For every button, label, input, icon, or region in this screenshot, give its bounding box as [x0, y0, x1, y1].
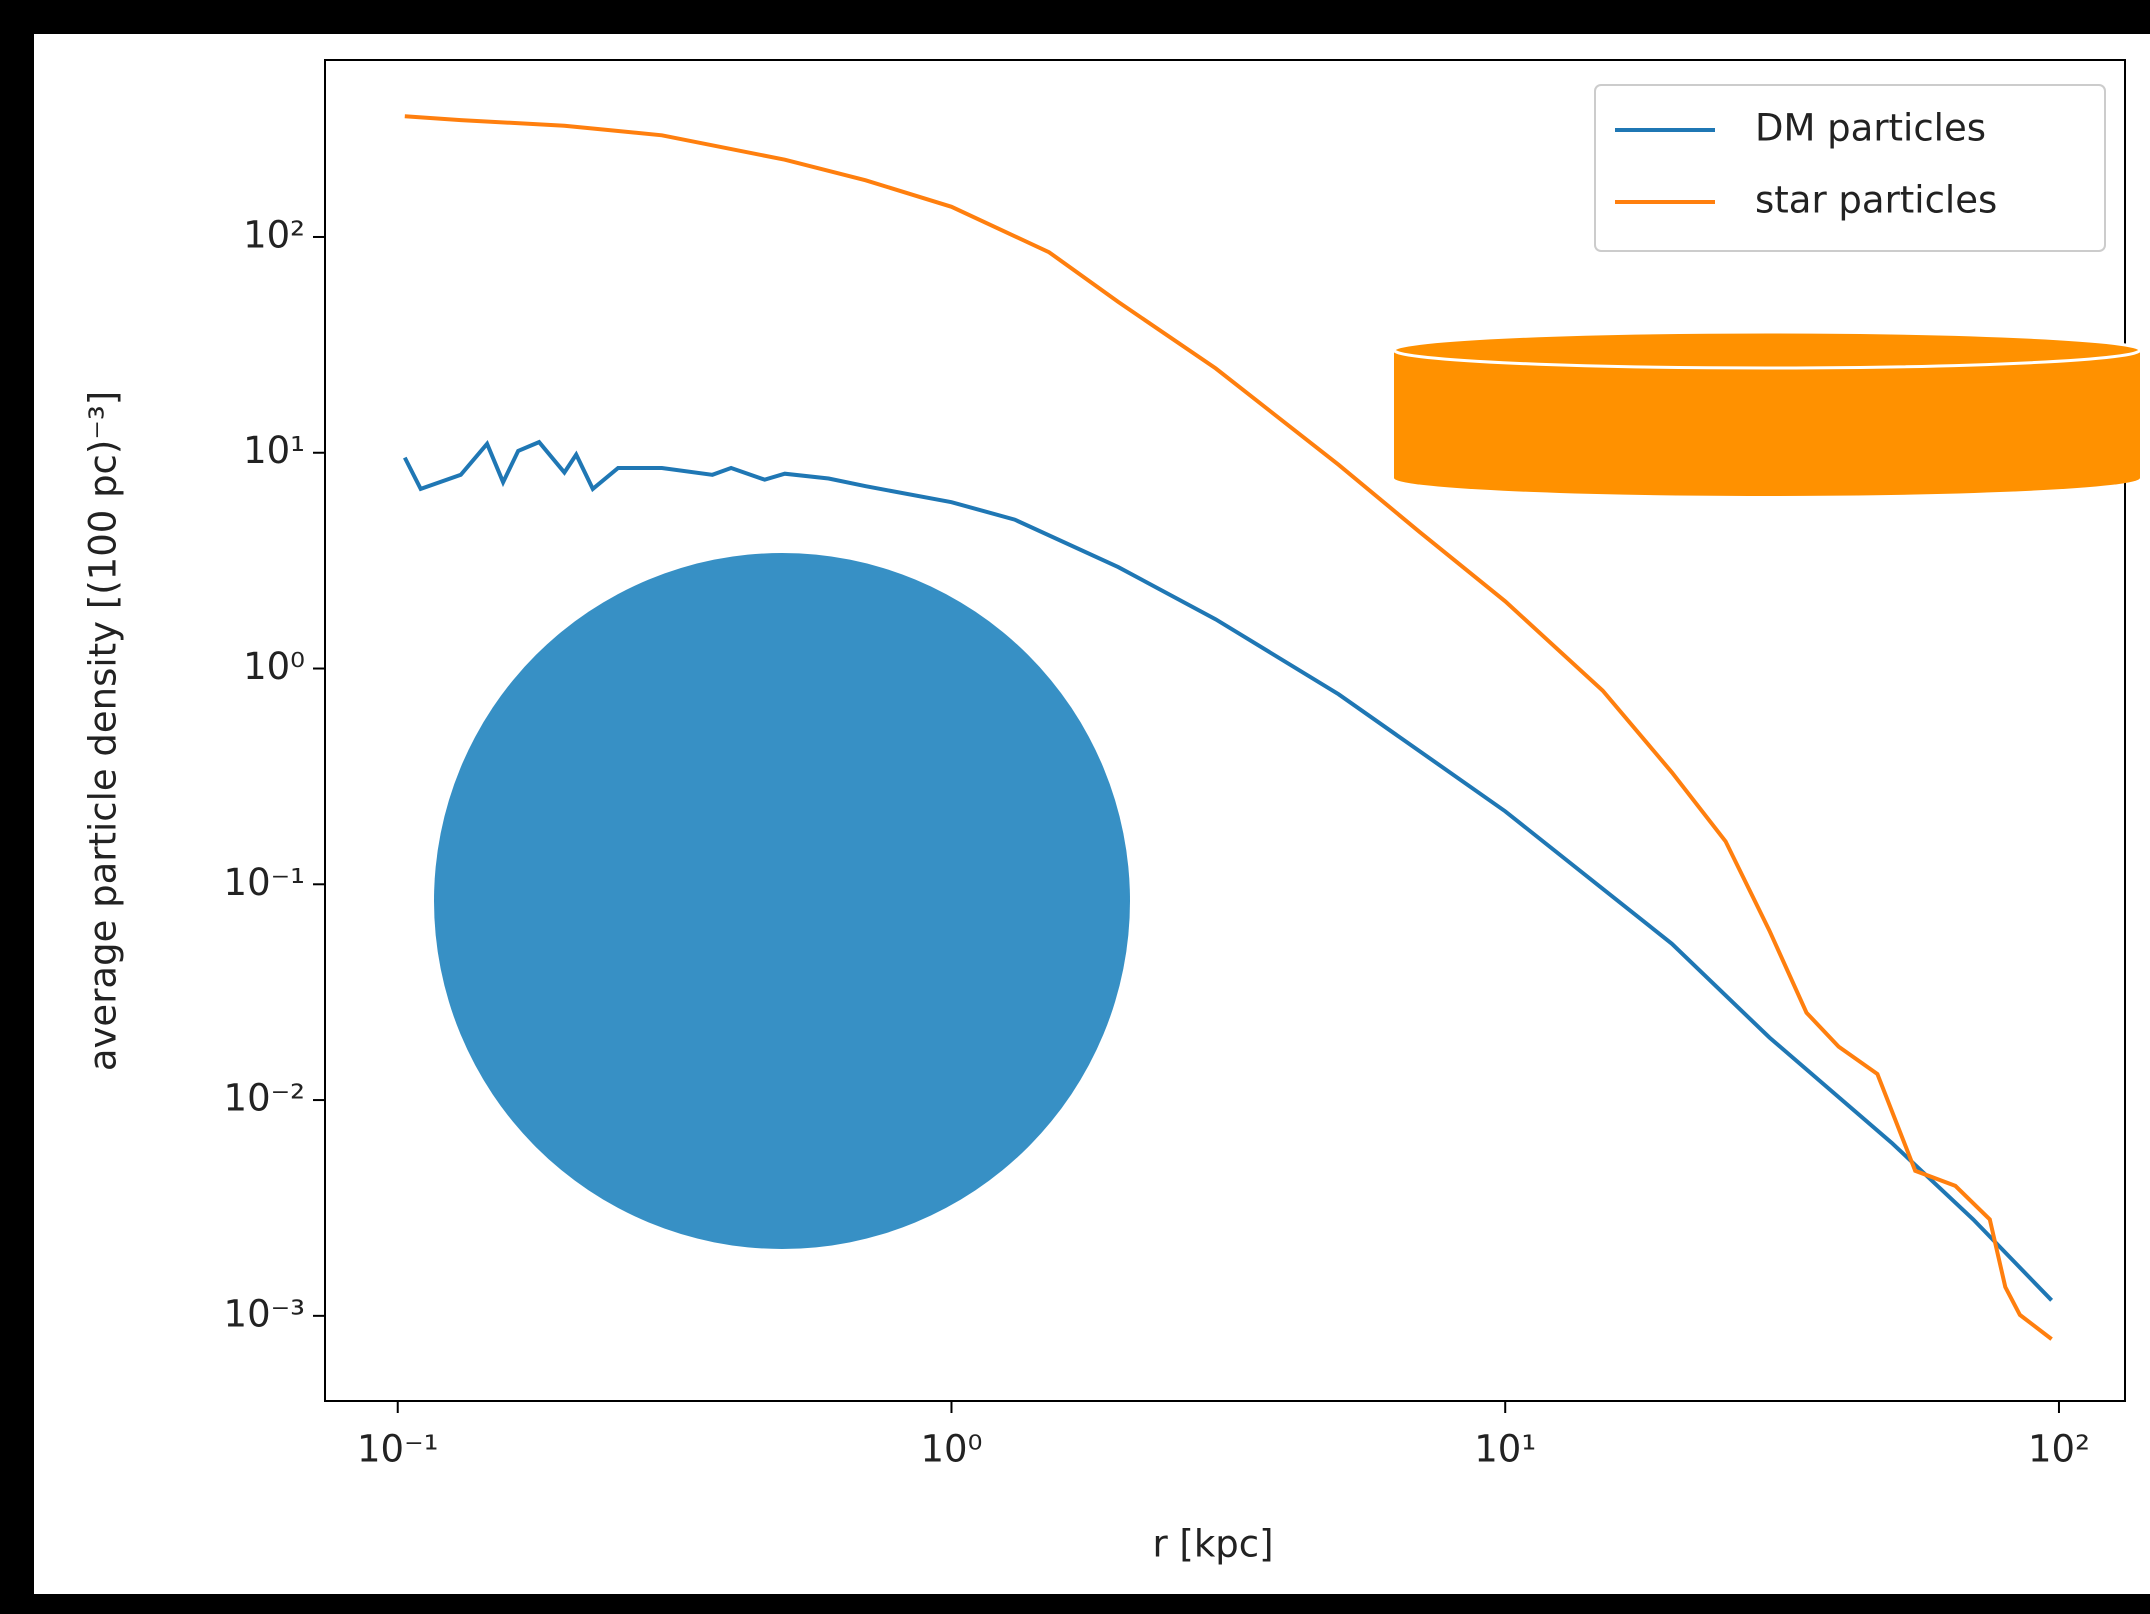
circle-overlay	[434, 553, 1130, 1249]
y-tick-label: 10²	[243, 213, 305, 256]
y-tick-label: 10⁰	[243, 645, 305, 688]
y-tick-label: 10⁻³	[224, 1292, 305, 1335]
x-tick-label: 10⁰	[921, 1428, 983, 1471]
plot: 10⁻¹ 10⁰ 10¹ 10² 10⁻³ 10⁻² 10⁻¹ 10⁰ 10¹ 10² DM par…	[224, 59, 2126, 1471]
y-tick-label: 10⁻¹	[224, 861, 305, 904]
series-line	[403, 439, 2054, 1302]
y-axis-label: average particle density [(100 pc)⁻³]	[82, 391, 125, 1071]
cylinder-top	[1392, 330, 2142, 370]
legend-box	[1594, 84, 2106, 252]
x-tick-label: 10⁻¹	[357, 1428, 438, 1471]
y-tick-label: 10⁻²	[224, 1077, 305, 1120]
cylinder-overlay	[1392, 330, 2142, 496]
cylinder-body	[1394, 352, 2140, 478]
legend-label: DM particles	[1755, 107, 1986, 150]
x-tick-label: 10¹	[1474, 1428, 1536, 1471]
x-axis-label: r [kpc]	[1152, 1523, 1273, 1566]
legend-label: star particles	[1755, 179, 1997, 222]
series-line	[404, 114, 2053, 1341]
y-tick-label: 10¹	[243, 429, 305, 472]
x-tick-label: 10²	[2028, 1428, 2090, 1471]
axes-frame	[324, 59, 2126, 1402]
